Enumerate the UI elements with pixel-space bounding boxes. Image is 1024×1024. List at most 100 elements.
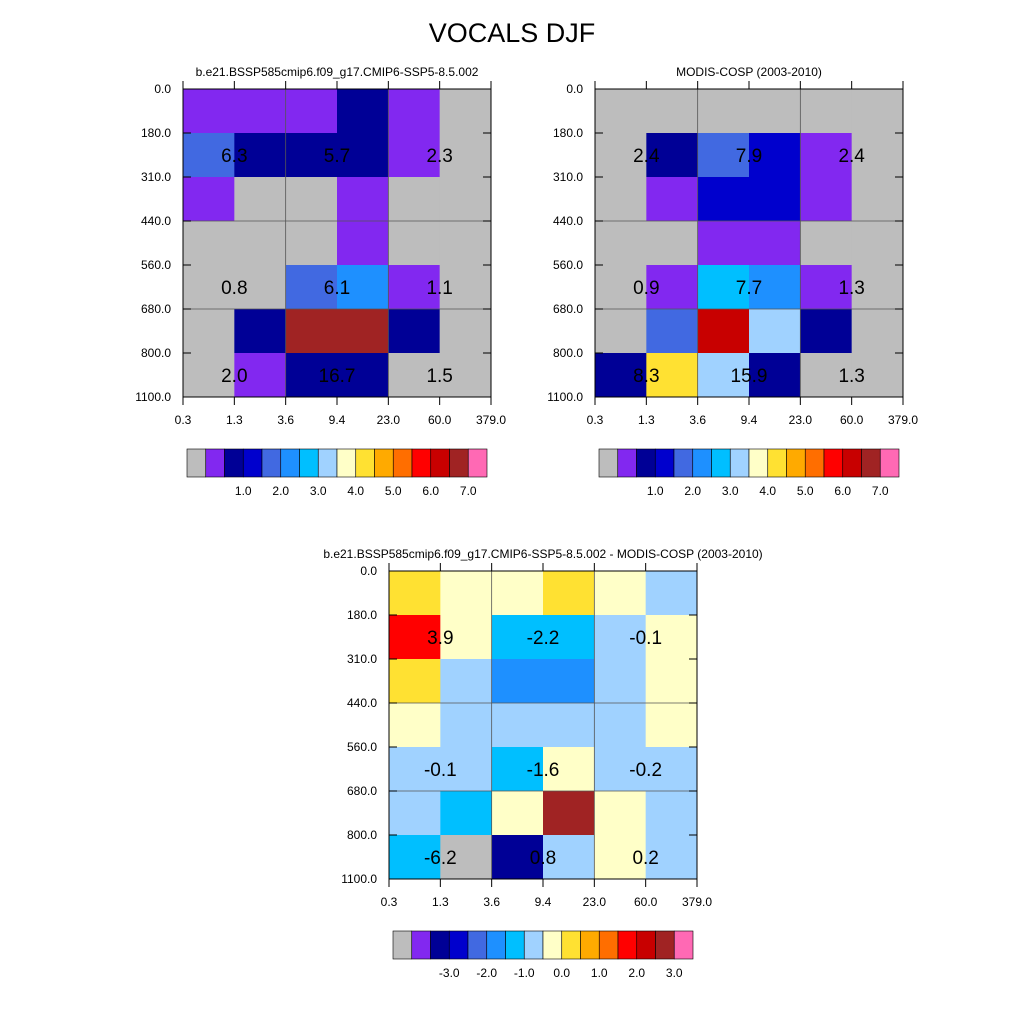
colorbar-swatch: [392, 930, 413, 960]
colorbar-swatch: [879, 448, 900, 478]
y-tick-label: 680.0: [347, 784, 377, 798]
cell-value-label: -0.1: [424, 760, 457, 781]
heatmap-cell: [645, 571, 698, 616]
colorbar-label: 4.0: [347, 484, 364, 498]
heatmap-cell: [645, 615, 698, 660]
heatmap-cell: [595, 89, 647, 134]
heatmap-cell: [234, 309, 287, 354]
colorbar-swatch: [598, 448, 619, 478]
colorbar-label: 7.0: [460, 484, 477, 498]
cell-value-label: 7.9: [736, 146, 762, 167]
colorbar-label: -3.0: [439, 966, 460, 980]
colorbar-swatch: [205, 448, 225, 478]
heatmap-cell: [800, 177, 853, 222]
y-tick-label: 440.0: [553, 214, 583, 228]
cell-value-label: 1.1: [426, 278, 452, 299]
heatmap-cell: [594, 659, 647, 704]
y-tick-label: 440.0: [347, 696, 377, 710]
colorbar-label: 6.0: [834, 484, 851, 498]
heatmap-cell: [543, 571, 595, 616]
colorbar-swatch: [467, 930, 488, 960]
heatmap-cell: [851, 221, 904, 266]
colorbar-swatch: [449, 448, 469, 478]
heatmap-cell: [491, 791, 544, 836]
x-tick-label: 379.0: [888, 413, 918, 427]
x-tick-label: 60.0: [428, 413, 452, 427]
heatmap-cell: [697, 309, 750, 354]
heatmap-cell: [234, 133, 287, 178]
heatmap-cell: [697, 265, 750, 310]
heatmap-cell: [646, 177, 699, 222]
heatmap-cell: [543, 615, 595, 660]
heatmap-cell: [491, 703, 544, 748]
cell-value-label: -0.2: [629, 760, 662, 781]
colorbar-swatch: [861, 448, 881, 478]
heatmap-cell: [440, 791, 493, 836]
heatmap-cell: [337, 221, 389, 266]
figure-title: VOCALS DJF: [428, 18, 596, 48]
colorbar-swatch: [280, 448, 300, 478]
colorbar-swatch: [673, 930, 694, 960]
heatmap-cell: [440, 615, 493, 660]
heatmap-cell: [594, 747, 647, 792]
colorbar-swatch: [711, 448, 731, 478]
heatmap-cell: [851, 265, 904, 310]
heatmap-cell: [491, 747, 544, 792]
heatmap-cell: [697, 221, 750, 266]
heatmap-cell: [234, 177, 287, 222]
colorbar-label: 6.0: [422, 484, 439, 498]
colorbar-swatch: [636, 930, 656, 960]
heatmap-cell: [183, 265, 235, 310]
y-tick-label: 440.0: [141, 214, 171, 228]
colorbar-swatch: [598, 930, 619, 960]
colorbar-swatch: [505, 930, 525, 960]
colorbar-label: 1.0: [591, 966, 608, 980]
colorbar-swatch: [261, 448, 282, 478]
cell-value-label: 0.9: [633, 278, 659, 299]
colorbar-swatch: [242, 448, 263, 478]
y-tick-label: 680.0: [141, 302, 171, 316]
heatmap-cell: [851, 89, 904, 134]
x-tick-label: 379.0: [476, 413, 506, 427]
panel-3: b.e21.BSSP585cmip6.f09_g17.CMIP6-SSP5-8.…: [323, 547, 762, 980]
heatmap-cell: [646, 265, 699, 310]
x-tick-label: 3.6: [277, 413, 294, 427]
colorbar-swatch: [617, 448, 637, 478]
cell-value-label: 1.5: [426, 366, 452, 387]
colorbar-swatch: [842, 448, 862, 478]
colorbar-swatch: [823, 448, 844, 478]
heatmap-cell: [595, 177, 647, 222]
heatmap-cell: [439, 133, 492, 178]
heatmap-cell: [491, 615, 544, 660]
heatmap-cell: [285, 133, 338, 178]
heatmap-cell: [183, 309, 235, 354]
colorbar: 1.0 2.0 3.0 4.0 5.0 6.0 7.0: [186, 448, 488, 498]
x-tick-label: 1.3: [432, 895, 449, 909]
cell-value-label: 2.4: [838, 146, 865, 167]
x-tick-label: 23.0: [789, 413, 813, 427]
x-tick-label: 9.4: [329, 413, 346, 427]
heatmap-cell: [645, 703, 698, 748]
colorbar-label: 2.0: [628, 966, 645, 980]
heatmap-cell: [594, 571, 647, 616]
colorbar-label: -1.0: [514, 966, 535, 980]
colorbar-swatch: [786, 448, 806, 478]
heatmap-cell: [337, 309, 389, 354]
y-tick-label: 310.0: [347, 652, 377, 666]
colorbar-label: 7.0: [872, 484, 889, 498]
x-tick-label: 60.0: [634, 895, 658, 909]
cell-value-label: 2.4: [633, 146, 660, 167]
heatmap-cell: [800, 309, 853, 354]
x-tick-label: 0.3: [381, 895, 398, 909]
colorbar-swatch: [673, 448, 694, 478]
colorbar-label: 3.0: [310, 484, 327, 498]
colorbar-swatch: [299, 448, 319, 478]
heatmap-cell: [285, 177, 338, 222]
cell-value-label: 1.3: [838, 366, 864, 387]
heatmap-cell: [234, 353, 287, 398]
heatmap-cell: [388, 177, 441, 222]
colorbar-swatch: [636, 448, 656, 478]
heatmap-cell: [389, 747, 441, 792]
heatmap-cell: [645, 747, 698, 792]
colorbar-swatch: [580, 930, 600, 960]
